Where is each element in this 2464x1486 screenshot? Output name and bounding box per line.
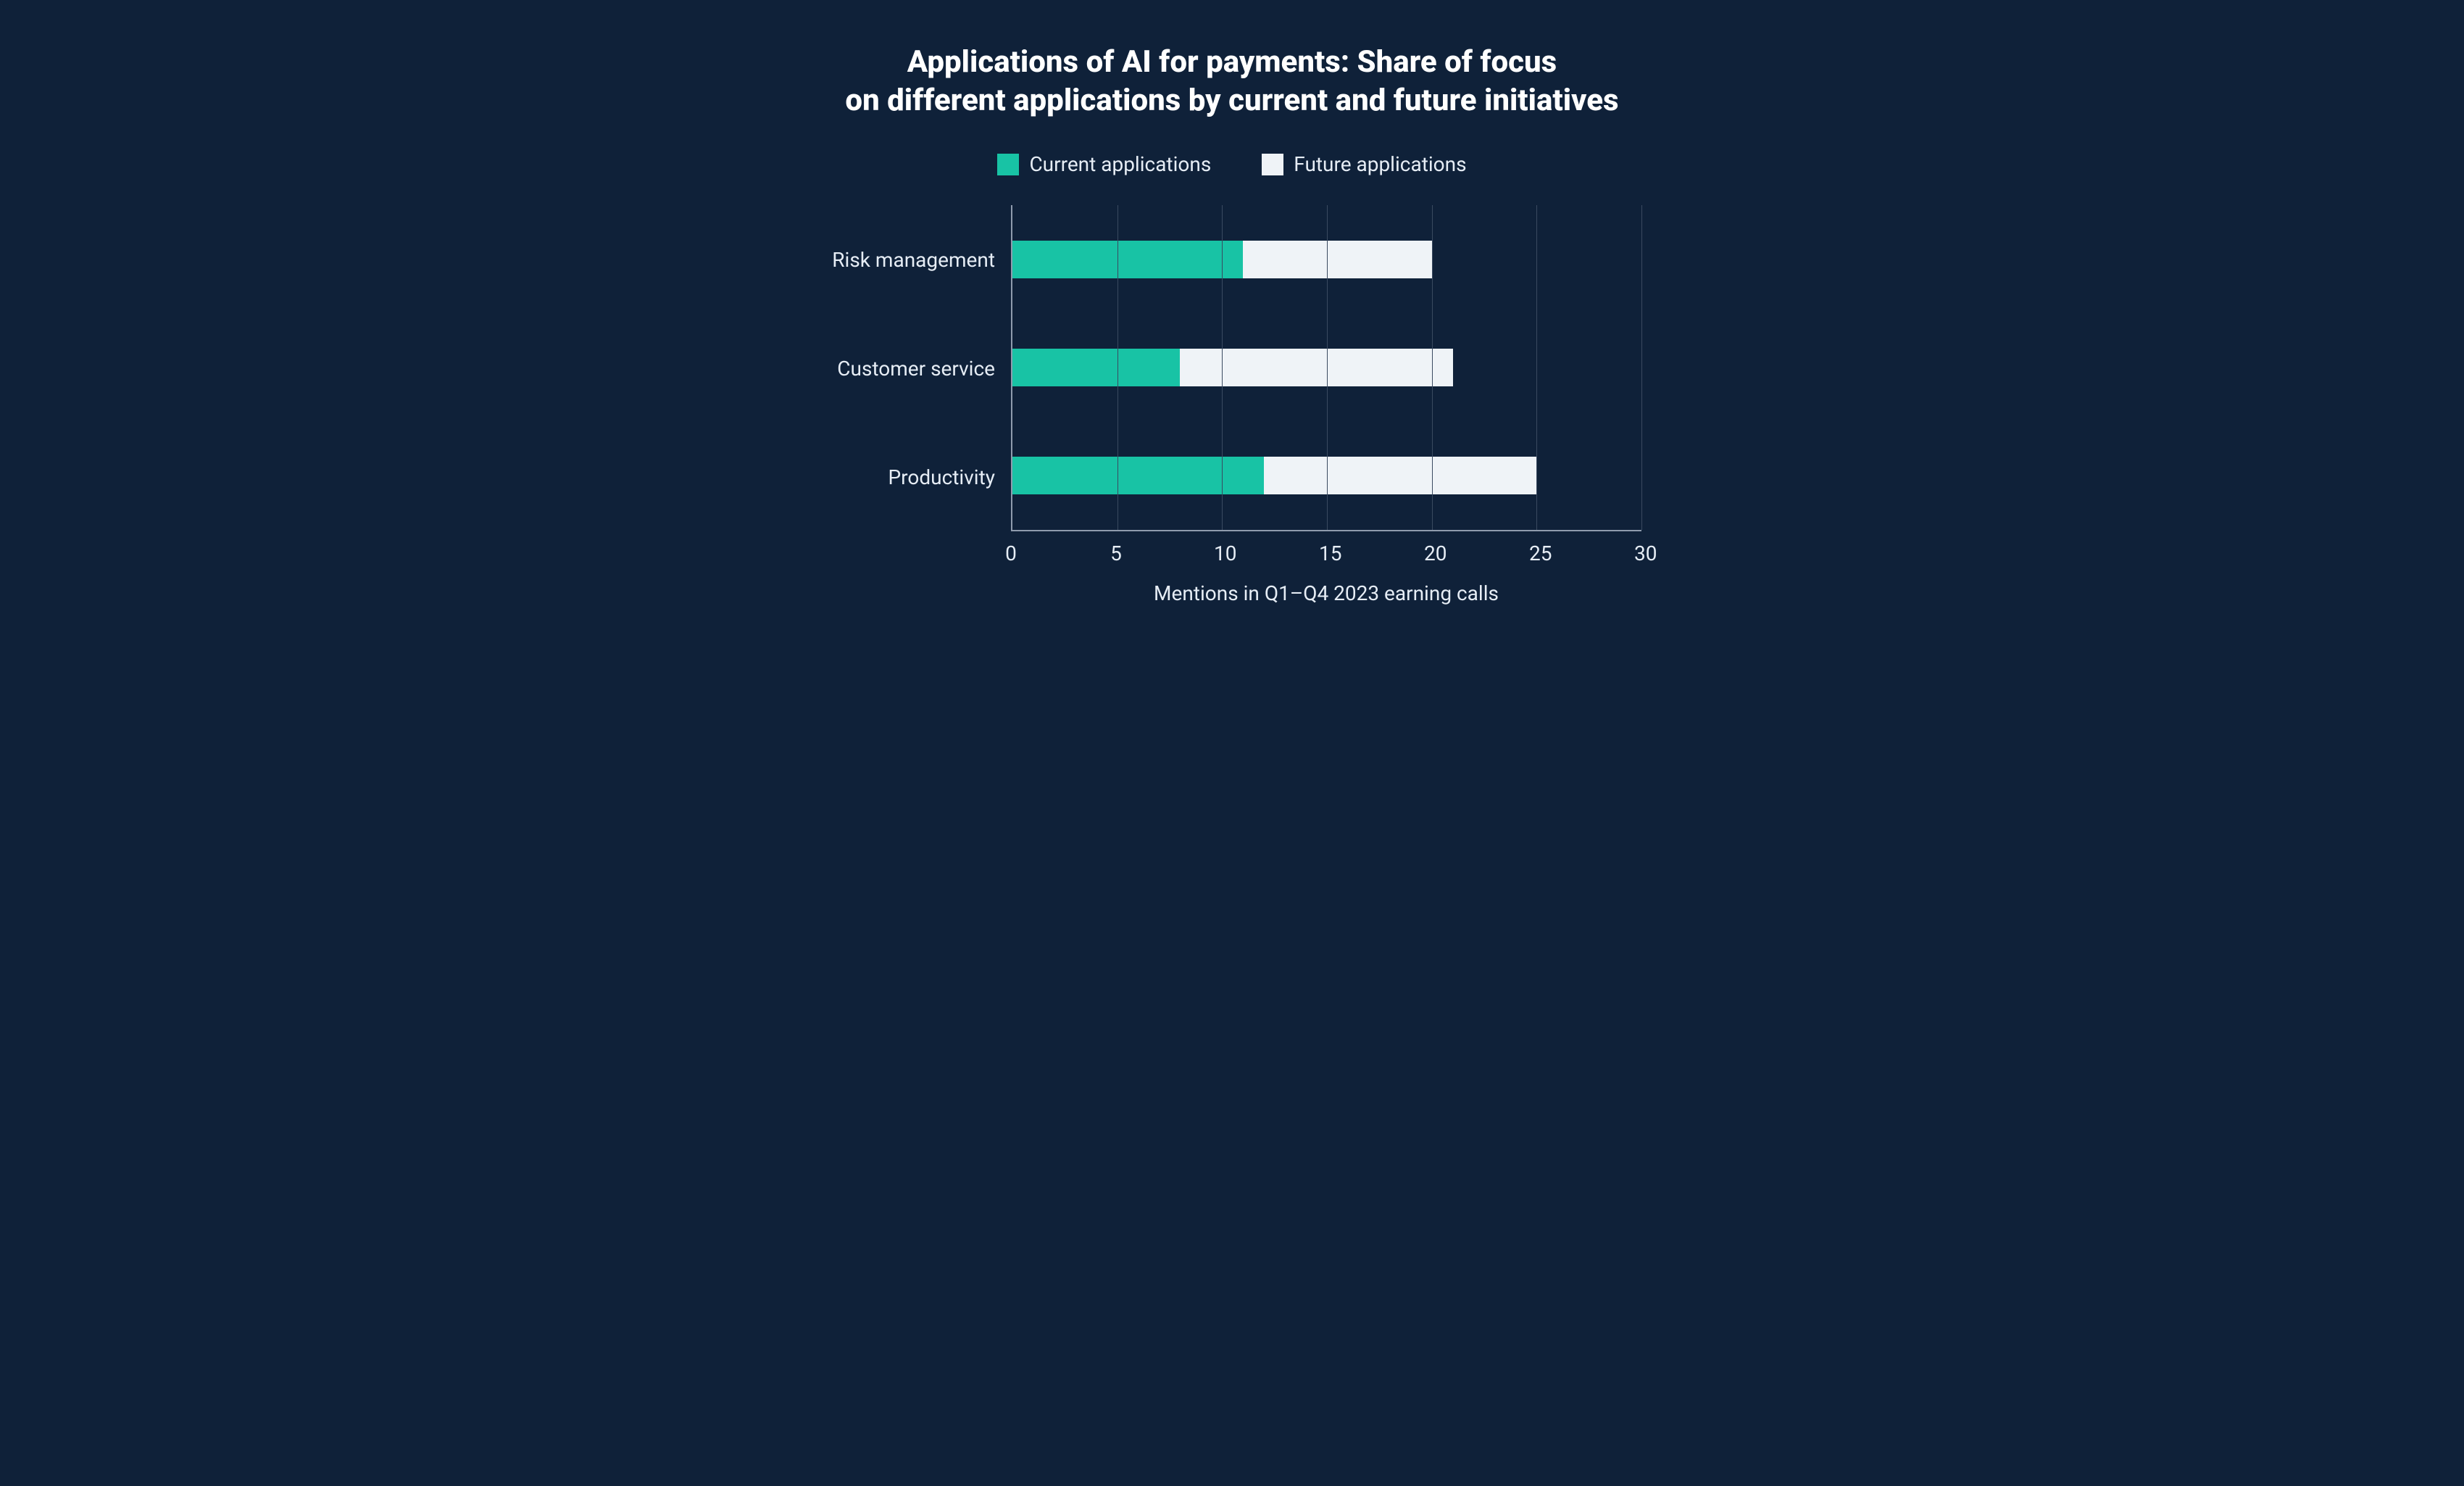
bar-segment-current [1012, 349, 1180, 386]
x-axis-tick: 5 [1109, 541, 1123, 565]
x-axis-tick: 0 [1004, 541, 1018, 565]
chart-title: Applications of AI for payments: Share o… [845, 43, 1618, 120]
x-axis-ticks: 0 5 10 15 20 25 30 [1004, 541, 1649, 565]
legend-label: Future applications [1294, 152, 1466, 176]
gridline [1327, 205, 1328, 530]
gridline [1536, 205, 1537, 530]
gridline [1117, 205, 1118, 530]
gridline [1222, 205, 1223, 530]
bar-segment-future [1264, 457, 1536, 494]
legend-swatch-icon [997, 154, 1019, 175]
legend-item-1: Future applications [1262, 152, 1466, 176]
x-axis-tick: 20 [1424, 541, 1439, 565]
bar-segment-current [1012, 457, 1264, 494]
chart-title-line-2: on different applications by current and… [845, 82, 1618, 120]
legend: Current applications Future applications [997, 152, 1466, 176]
y-axis-labels: Risk management Customer service Productiv… [823, 205, 1011, 531]
chart-area: Risk management Customer service Productiv… [823, 205, 1641, 605]
gridline [1432, 205, 1433, 530]
gridline [1641, 205, 1642, 530]
chart-container: Applications of AI for payments: Share o… [0, 0, 2464, 1486]
x-axis-tick: 25 [1529, 541, 1544, 565]
bar-segment-future [1180, 349, 1452, 386]
plot-area [1011, 205, 1641, 531]
y-axis-label: Risk management [832, 248, 995, 272]
x-axis-tick: 30 [1634, 541, 1649, 565]
legend-label: Current applications [1029, 152, 1211, 176]
y-axis-label: Customer service [837, 357, 995, 381]
legend-item-0: Current applications [997, 152, 1211, 176]
bar-segment-future [1243, 241, 1431, 278]
legend-swatch-icon [1262, 154, 1283, 175]
x-axis-tick: 15 [1319, 541, 1333, 565]
x-axis-tick: 10 [1214, 541, 1228, 565]
x-axis-label: Mentions in Q1–Q4 2023 earning calls [1011, 581, 1641, 605]
bar-segment-current [1012, 241, 1243, 278]
chart-title-line-1: Applications of AI for payments: Share o… [845, 43, 1618, 82]
y-axis-label: Productivity [888, 465, 995, 489]
